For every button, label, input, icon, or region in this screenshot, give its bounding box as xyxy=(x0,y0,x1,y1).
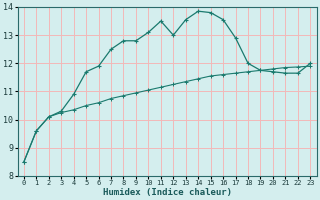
X-axis label: Humidex (Indice chaleur): Humidex (Indice chaleur) xyxy=(103,188,232,197)
